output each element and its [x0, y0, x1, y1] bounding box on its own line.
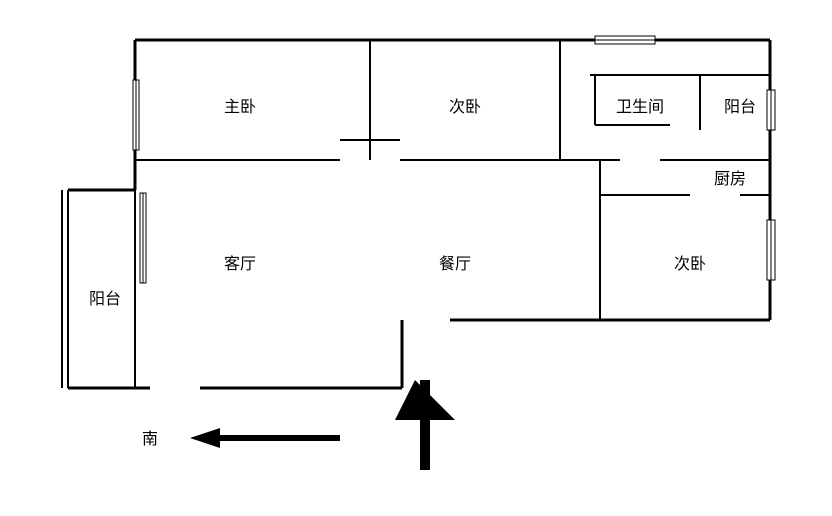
direction-label: 南 — [142, 430, 158, 448]
room-label-master_bedroom: 主卧 — [224, 98, 256, 116]
arrows-layer — [190, 380, 455, 470]
entry-arrow-tail — [420, 380, 430, 470]
floorplan-canvas: 主卧次卧卫生间阳台厨房次卧餐厅客厅阳台南 — [0, 0, 832, 516]
room-label-balcony_top: 阳台 — [724, 98, 756, 116]
walls-layer — [62, 40, 770, 388]
room-label-living: 客厅 — [224, 255, 256, 273]
direction-arrow-head — [190, 428, 220, 448]
room-label-bedroom2_right: 次卧 — [674, 255, 706, 273]
window — [140, 193, 146, 283]
window — [767, 90, 775, 130]
window — [133, 80, 139, 150]
room-label-bedroom2_top: 次卧 — [449, 98, 481, 116]
room-label-dining: 餐厅 — [439, 255, 471, 273]
window — [595, 36, 655, 44]
wall-segment — [340, 140, 400, 160]
room-label-kitchen: 厨房 — [714, 170, 746, 188]
room-label-bathroom: 卫生间 — [616, 98, 664, 116]
room-label-balcony_left: 阳台 — [89, 290, 121, 308]
window — [767, 220, 775, 280]
